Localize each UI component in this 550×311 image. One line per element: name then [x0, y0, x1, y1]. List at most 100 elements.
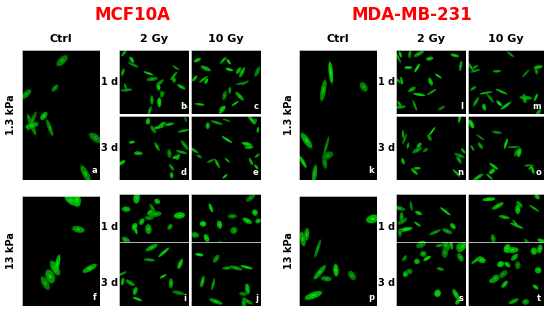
Ellipse shape	[167, 148, 172, 159]
Ellipse shape	[453, 55, 456, 56]
Ellipse shape	[150, 204, 155, 212]
Ellipse shape	[427, 89, 436, 95]
Ellipse shape	[180, 151, 183, 153]
Text: MDA-MB-231: MDA-MB-231	[351, 6, 472, 24]
Ellipse shape	[173, 75, 175, 77]
Ellipse shape	[301, 160, 304, 164]
Text: b: b	[180, 102, 186, 111]
Ellipse shape	[241, 142, 252, 146]
Ellipse shape	[537, 244, 543, 254]
Ellipse shape	[496, 71, 498, 72]
Ellipse shape	[234, 103, 236, 104]
Ellipse shape	[441, 246, 449, 259]
Ellipse shape	[129, 141, 135, 144]
Ellipse shape	[471, 245, 481, 248]
Ellipse shape	[183, 103, 188, 108]
Ellipse shape	[436, 267, 444, 271]
Ellipse shape	[172, 77, 175, 82]
Ellipse shape	[460, 148, 466, 154]
Ellipse shape	[414, 51, 424, 57]
Ellipse shape	[154, 198, 161, 205]
Ellipse shape	[204, 67, 207, 69]
Ellipse shape	[470, 255, 482, 265]
Ellipse shape	[478, 143, 483, 149]
Ellipse shape	[221, 109, 223, 111]
Ellipse shape	[477, 142, 483, 150]
Ellipse shape	[474, 66, 476, 68]
Ellipse shape	[243, 218, 251, 224]
Ellipse shape	[185, 117, 186, 122]
Ellipse shape	[525, 95, 526, 100]
Ellipse shape	[200, 221, 206, 226]
Ellipse shape	[537, 269, 539, 271]
Text: p: p	[368, 293, 374, 302]
Ellipse shape	[305, 138, 309, 143]
Ellipse shape	[441, 228, 453, 234]
Ellipse shape	[441, 107, 443, 109]
Ellipse shape	[392, 205, 406, 211]
Ellipse shape	[300, 232, 305, 246]
Ellipse shape	[324, 278, 328, 280]
Ellipse shape	[516, 202, 522, 207]
Ellipse shape	[178, 259, 183, 268]
Text: h: h	[252, 246, 258, 255]
Ellipse shape	[213, 251, 216, 253]
Ellipse shape	[171, 290, 186, 295]
Ellipse shape	[157, 80, 163, 86]
Ellipse shape	[210, 120, 224, 125]
Ellipse shape	[196, 154, 202, 159]
Ellipse shape	[416, 223, 419, 225]
Ellipse shape	[139, 219, 144, 225]
Ellipse shape	[151, 126, 156, 133]
Ellipse shape	[169, 226, 170, 228]
Ellipse shape	[522, 93, 527, 104]
Ellipse shape	[253, 119, 257, 124]
Ellipse shape	[210, 160, 212, 161]
Ellipse shape	[430, 230, 441, 235]
Ellipse shape	[471, 86, 476, 90]
Ellipse shape	[256, 166, 257, 167]
Ellipse shape	[516, 147, 522, 158]
Ellipse shape	[160, 275, 166, 278]
Ellipse shape	[506, 146, 521, 148]
Ellipse shape	[195, 103, 204, 105]
Ellipse shape	[486, 93, 494, 103]
Text: t: t	[537, 295, 541, 304]
Ellipse shape	[187, 146, 200, 154]
Ellipse shape	[534, 93, 538, 102]
Ellipse shape	[507, 52, 514, 57]
Ellipse shape	[224, 176, 225, 177]
Ellipse shape	[414, 63, 421, 73]
Ellipse shape	[490, 163, 498, 169]
Ellipse shape	[247, 287, 248, 291]
Ellipse shape	[458, 241, 467, 252]
Ellipse shape	[415, 211, 422, 216]
Ellipse shape	[222, 90, 227, 101]
Ellipse shape	[540, 240, 542, 241]
Ellipse shape	[177, 129, 190, 132]
Ellipse shape	[123, 52, 125, 54]
Ellipse shape	[451, 54, 459, 57]
Ellipse shape	[141, 220, 142, 223]
Ellipse shape	[492, 237, 494, 240]
Ellipse shape	[168, 150, 171, 157]
Ellipse shape	[500, 101, 512, 110]
Ellipse shape	[503, 247, 506, 248]
Ellipse shape	[505, 262, 510, 267]
Ellipse shape	[402, 130, 404, 138]
Ellipse shape	[415, 64, 420, 72]
Ellipse shape	[249, 116, 255, 124]
Ellipse shape	[314, 167, 316, 176]
Ellipse shape	[217, 241, 225, 249]
Ellipse shape	[437, 290, 439, 294]
Ellipse shape	[539, 239, 544, 246]
Ellipse shape	[398, 227, 414, 232]
Text: 13 kPa: 13 kPa	[283, 233, 294, 269]
Ellipse shape	[498, 215, 511, 219]
Ellipse shape	[54, 87, 56, 89]
Ellipse shape	[151, 99, 152, 101]
Ellipse shape	[419, 145, 421, 148]
Ellipse shape	[491, 202, 505, 210]
Ellipse shape	[199, 221, 207, 227]
Ellipse shape	[73, 194, 80, 206]
